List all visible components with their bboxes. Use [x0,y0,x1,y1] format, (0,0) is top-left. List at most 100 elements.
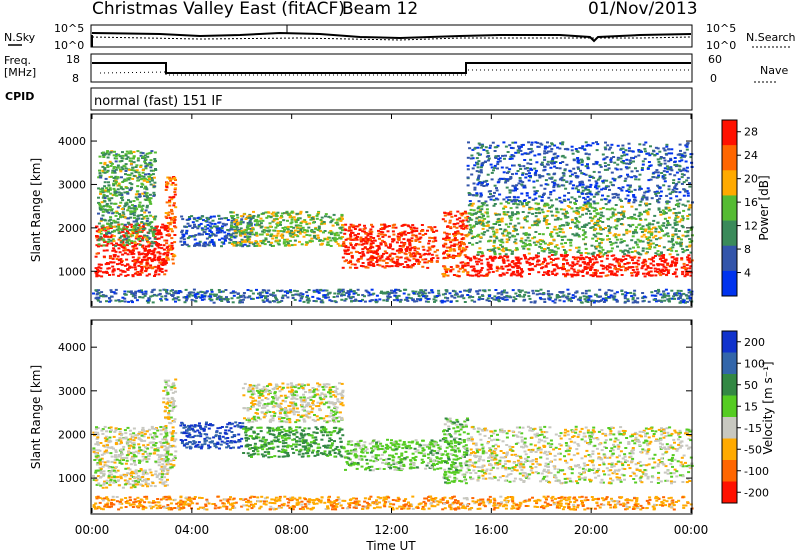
power-cell-1-261 [103,171,107,174]
power-cell-3-141 [204,220,208,222]
power-cell-1-567 [106,223,110,226]
power-cell-8-252 [493,212,497,215]
power-cell-6-47 [445,246,449,249]
power-cell-8-355 [597,224,601,227]
power-cell-8-861 [636,251,640,254]
power-cell-8-94 [600,241,603,244]
power-cell-9-778 [619,168,623,171]
power-cell-1-532 [133,205,137,207]
power-cell-9-137 [672,182,675,184]
power-cell-1-546 [147,224,151,227]
power-cell-1-484 [97,239,101,242]
power-cell-9-109 [680,182,684,185]
power-cell-8-888 [620,241,624,243]
power-cell-8-839 [494,223,498,225]
power-cell-9-454 [587,179,591,182]
power-cell-8-703 [590,244,594,247]
power-cell-0-417 [133,260,137,263]
power-cell-6-96 [460,227,464,230]
power-cell-8-488 [543,242,547,245]
power-cell-10-101 [437,289,441,292]
power-cell-9-650 [598,177,602,180]
power-cell-10-142 [662,293,666,296]
power-cell-8-474 [638,211,642,214]
power-cell-1-358 [133,225,137,228]
power-cell-9-529 [521,173,525,176]
power-cell-1-66 [128,157,132,160]
power-cell-9-768 [654,193,658,195]
power-cell-9-460 [504,181,508,184]
power-cell-2-74 [167,233,171,236]
power-cell-4-288 [317,227,321,230]
power-cell-8-717 [614,204,618,206]
power-cell-5-49 [430,253,434,256]
power-cell-5-53 [421,245,425,248]
power-cell-1-287 [139,164,143,167]
power-cell-8-501 [597,249,601,252]
power-cell-6-77 [453,239,457,242]
cpid-panel [90,87,693,111]
power-cell-3-179 [205,233,209,235]
power-cell-8-835 [562,208,566,211]
power-cell-8-314 [469,228,472,231]
power-cell-9-717 [562,198,566,201]
power-cell-8-357 [522,241,526,244]
power-cell-0-262 [108,274,111,276]
power-cell-8-798 [476,253,480,256]
power-cell-6-111 [455,266,459,269]
power-cell-1-367 [133,240,137,243]
power-cell-9-803 [608,188,611,191]
power-cell-8-844 [468,224,472,227]
power-cell-9-412 [627,166,631,169]
power-cell-9-294 [476,166,480,169]
power-cell-2-26 [173,225,177,228]
power-cell-8-500 [606,217,610,220]
power-cell-5-435 [413,263,416,265]
power-cell-4-294 [290,211,294,214]
power-cell-8-258 [683,249,687,252]
power-cell-9-324 [655,190,659,193]
power-cell-3-221 [217,214,221,217]
power-cell-9-585 [627,198,631,201]
power-cell-1-574 [146,222,150,225]
power-cell-9-620 [581,189,585,192]
power-cell-8-732 [508,249,512,252]
power-cell-1-590 [152,176,156,179]
power-cell-8-646 [549,232,553,235]
power-cell-5-293 [360,243,364,246]
power-cell-9-634 [504,145,508,148]
power-cell-5-187 [376,235,380,238]
power-cell-3-4 [219,231,223,234]
power-cell-8-497 [474,212,477,215]
power-cell-7-441 [610,273,614,276]
power-cell-8-830 [647,227,651,230]
power-cell-3-234 [201,215,205,218]
power-cell-8-71 [614,213,618,216]
power-cell-9-356 [658,197,662,200]
power-cell-4-52 [283,226,287,229]
power-cell-8-59 [677,205,680,208]
power-cell-4-147 [232,226,236,228]
power-cell-5-143 [341,256,345,259]
power-cell-0-181 [136,273,140,276]
power-cell-7-39 [488,266,492,269]
power-cell-9-53 [546,183,550,186]
power-cell-8-262 [686,234,690,237]
power-cell-8-228 [500,217,504,220]
power-cell-1-509 [113,202,117,205]
power-cell-3-77 [183,225,187,228]
power-cell-5-206 [395,241,399,244]
power-cell-8-721 [546,247,550,250]
power-cell-8-742 [638,217,642,220]
power-cell-1-527 [122,244,126,247]
power-cell-8-102 [501,232,505,235]
power-cell-9-252 [626,184,630,187]
power-cell-8-516 [587,222,591,225]
power-cell-8-308 [626,249,630,252]
power-cell-1-387 [130,152,133,155]
power-cell-1-363 [128,168,132,171]
power-cell-9-553 [518,179,522,182]
power-cell-9-705 [680,173,684,176]
power-cell-5-422 [421,265,425,268]
power-cell-8-606 [623,253,627,256]
